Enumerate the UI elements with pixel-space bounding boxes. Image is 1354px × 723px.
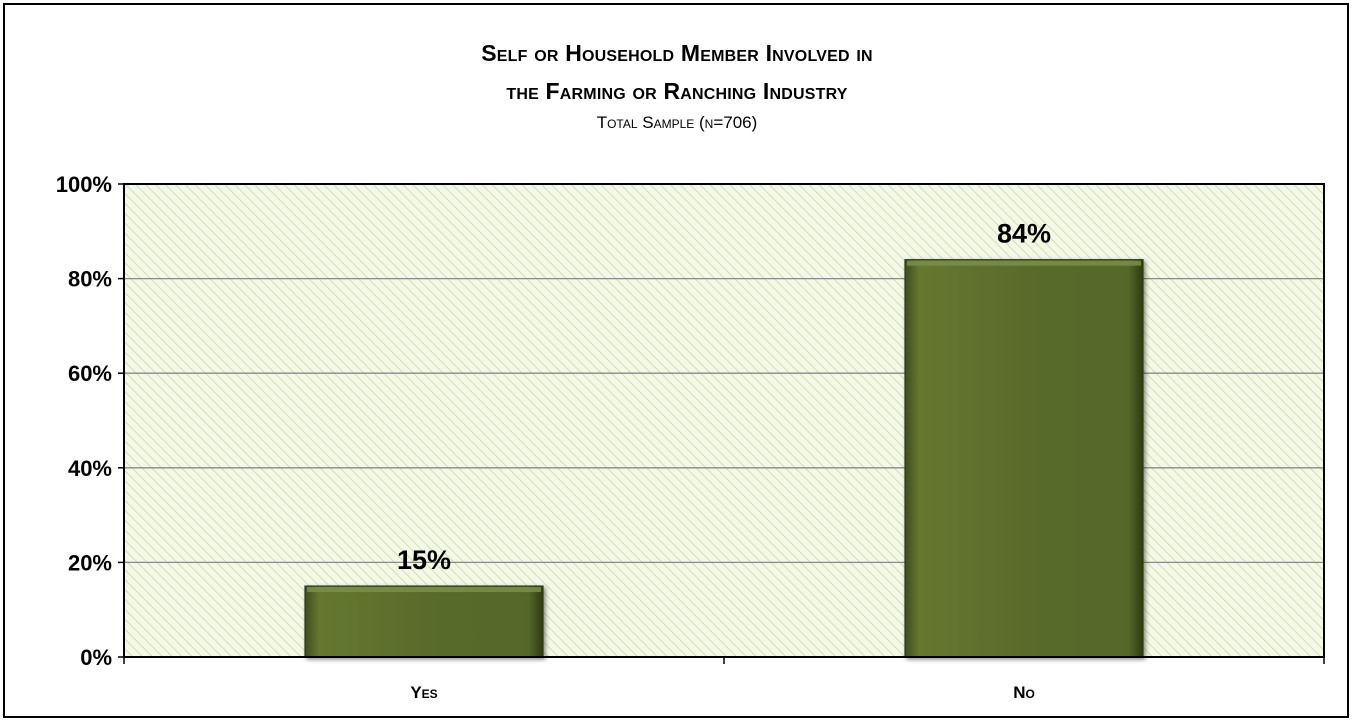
y-tick-label: 80% bbox=[68, 267, 112, 292]
data-label: 15% bbox=[397, 545, 451, 575]
plot-background bbox=[124, 184, 1324, 657]
data-label: 84% bbox=[997, 219, 1051, 249]
y-tick-label: 40% bbox=[68, 456, 112, 481]
bar-highlight bbox=[307, 587, 541, 593]
chart-title-line-2: the Farming or Ranching Industry bbox=[506, 78, 848, 104]
plot-area: 0% 20% 40% 60% 80% 100% 15% Yes 84% No bbox=[56, 172, 1325, 702]
y-tick-label: 20% bbox=[68, 550, 112, 575]
category-label: Yes bbox=[410, 683, 437, 702]
bar-highlight bbox=[907, 260, 1141, 266]
y-tick-label: 0% bbox=[80, 645, 112, 670]
chart-title-line-1: Self or Household Member Involved in bbox=[481, 40, 873, 66]
y-tick-label: 100% bbox=[56, 172, 112, 197]
y-tick-label: 60% bbox=[68, 361, 112, 386]
bar bbox=[904, 259, 1144, 658]
bar bbox=[304, 585, 544, 658]
chart-subtitle: Total Sample (n=706) bbox=[596, 113, 758, 132]
chart-title-block: Self or Household Member Involved in the… bbox=[0, 34, 1354, 136]
category-label: No bbox=[1013, 683, 1035, 702]
